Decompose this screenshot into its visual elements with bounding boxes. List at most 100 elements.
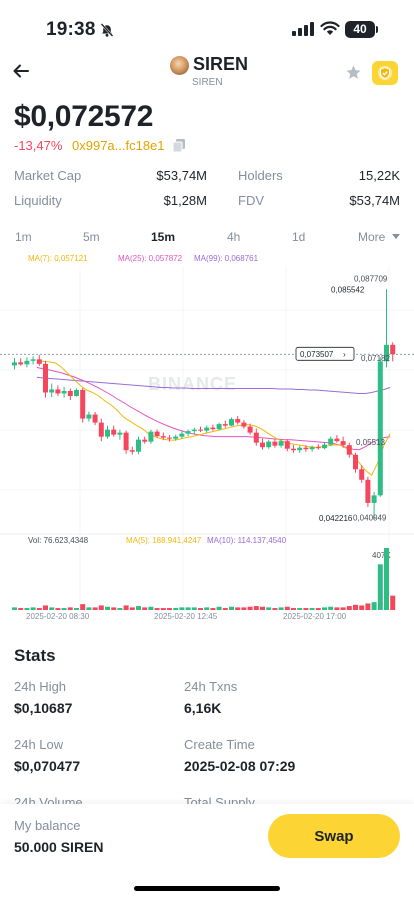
candle-down (340, 441, 346, 446)
volume-bar (322, 607, 327, 610)
volume-bar (49, 607, 55, 610)
home-indicator (134, 886, 280, 891)
time-label: 2025-02-20 08:30 (26, 612, 90, 621)
txns-24h-label: 24h Txns (184, 679, 238, 694)
volume-bar (210, 608, 216, 610)
candle-down (222, 424, 228, 426)
volume-ma5-legend: MA(5): 188.941,4247 (126, 536, 202, 545)
candle-up (384, 344, 389, 362)
candle-up (322, 444, 327, 449)
txns-24h-value: 6,16K (184, 700, 222, 716)
volume-bar (24, 608, 30, 610)
high-label: 0,085542 (331, 286, 365, 295)
chevron-down-icon (391, 234, 400, 239)
price-chart[interactable]: MA(7): 0,057121 MA(25): 0,057872 MA(99):… (0, 250, 414, 626)
candle-down (303, 447, 309, 450)
volume-bar (123, 605, 129, 610)
candle-down (142, 439, 148, 442)
candle-up (371, 495, 377, 503)
candle-up (266, 441, 272, 448)
back-arrow-icon[interactable] (12, 62, 30, 80)
volume-bar (111, 607, 117, 610)
tab-more-label: More (358, 230, 386, 244)
token-header: SIREN SIREN (0, 52, 414, 92)
volume-bar (340, 607, 346, 610)
candle-up (117, 432, 123, 435)
high-24h-label: 24h High (14, 679, 67, 694)
battery-tip (376, 26, 378, 33)
volume-bar (204, 607, 210, 610)
candle-down (284, 441, 290, 449)
candle-down (260, 442, 265, 448)
volume-bar (229, 606, 234, 610)
volume-bar (185, 607, 191, 610)
token-subtitle: SIREN (192, 77, 223, 88)
volume-bar (167, 608, 172, 610)
security-audit-button[interactable] (372, 61, 398, 85)
axis-label: 0,07182 (361, 354, 390, 363)
volume-bar (148, 606, 154, 610)
volume-bar (142, 607, 148, 610)
copy-icon[interactable] (172, 138, 186, 153)
volume-bar (291, 608, 296, 610)
balance-value: 50.000 SIREN (14, 839, 104, 855)
volume-bar (36, 608, 42, 610)
bell-muted-icon (100, 23, 114, 37)
volume-bar (105, 606, 110, 610)
candle-down (359, 469, 365, 480)
high-marker: 0,085542 (331, 286, 387, 295)
price-change: -13,47% (14, 138, 63, 153)
tab-15m[interactable]: 15m (151, 230, 176, 244)
liquidity-value: $1,28M (163, 193, 207, 208)
axis-label: 0,05513 (356, 438, 385, 447)
volume-bar (365, 603, 371, 610)
candle-up (136, 439, 141, 452)
candle-down (365, 479, 371, 503)
volume-bar (278, 607, 284, 610)
volume-bar (334, 607, 340, 610)
volume-legend: Vol: 76.623,4348 (28, 536, 89, 545)
volume-bar (86, 607, 92, 610)
candle-down (346, 445, 352, 455)
balance-label: My balance (14, 818, 81, 833)
volume-bar (74, 608, 79, 610)
battery-indicator: 40 (345, 21, 375, 38)
volume-bar (198, 608, 203, 610)
volume-bar (160, 608, 166, 610)
volume-bar (92, 607, 98, 610)
candle-down (18, 362, 24, 365)
time-label: 2025-02-20 17:00 (283, 612, 347, 621)
tab-1m[interactable]: 1m (15, 230, 32, 244)
holders-value: 15,22K (358, 168, 400, 183)
swap-button[interactable]: Swap (268, 814, 400, 858)
candle-up (377, 361, 383, 496)
binance-watermark: BINANCE (148, 374, 237, 394)
timeframe-tabs: 1m 5m 15m 4h 1d More (0, 230, 414, 252)
candle-up (173, 436, 179, 439)
tab-more[interactable]: More (358, 230, 400, 244)
create-time-value: 2025-02-08 07:29 (184, 758, 296, 774)
volume-bar (67, 607, 73, 610)
volume-bar (371, 602, 377, 610)
tab-4h[interactable]: 4h (227, 230, 241, 244)
candle-up (297, 447, 303, 451)
volume-bar (216, 606, 222, 610)
candle-up (86, 414, 92, 419)
candle-down (198, 429, 203, 431)
volume-bar (235, 607, 241, 610)
star-favorite-icon[interactable] (345, 64, 362, 81)
volume-bar (309, 608, 315, 610)
current-price-tag[interactable]: 0,073507 › (295, 346, 355, 361)
fdv-label: FDV (238, 193, 264, 208)
volume-bars (12, 548, 396, 610)
volume-bar (272, 608, 278, 610)
candle-down (92, 414, 98, 423)
contract-address[interactable]: 0x997a...fc18e1 (72, 138, 165, 153)
candle-up (74, 389, 79, 396)
tab-1d[interactable]: 1d (292, 230, 306, 244)
candle-down (154, 431, 160, 437)
volume-bar (377, 564, 383, 610)
volume-bar (61, 608, 67, 610)
right-price-axis: 0,087709 0,07182 0,05513 0,040049 (353, 274, 390, 522)
tab-5m[interactable]: 5m (83, 230, 100, 244)
